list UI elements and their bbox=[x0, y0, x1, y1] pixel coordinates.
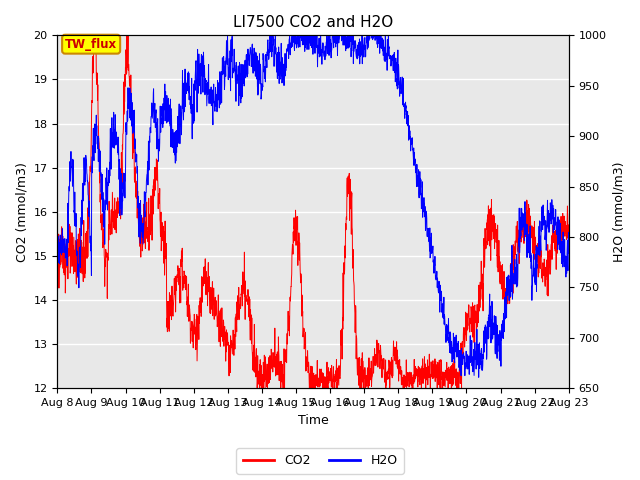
H2O bbox=[565, 250, 573, 256]
Line: H2O: H2O bbox=[58, 36, 569, 377]
H2O bbox=[456, 359, 464, 364]
CO2 bbox=[289, 251, 297, 257]
CO2 bbox=[303, 358, 310, 364]
X-axis label: Time: Time bbox=[298, 414, 328, 427]
H2O bbox=[550, 227, 558, 233]
H2O bbox=[550, 220, 558, 226]
Line: CO2: CO2 bbox=[58, 36, 569, 388]
Y-axis label: H2O (mmol/m3): H2O (mmol/m3) bbox=[612, 162, 625, 262]
H2O bbox=[289, 33, 296, 38]
CO2 bbox=[54, 267, 61, 273]
CO2 bbox=[565, 222, 573, 228]
H2O bbox=[223, 33, 231, 38]
H2O bbox=[79, 186, 87, 192]
CO2 bbox=[550, 235, 558, 241]
CO2 bbox=[550, 236, 558, 242]
Title: LI7500 CO2 and H2O: LI7500 CO2 and H2O bbox=[233, 15, 393, 30]
Legend: CO2, H2O: CO2, H2O bbox=[236, 448, 404, 474]
CO2 bbox=[79, 243, 87, 249]
CO2 bbox=[257, 385, 265, 391]
Y-axis label: CO2 (mmol/m3): CO2 (mmol/m3) bbox=[15, 162, 28, 262]
H2O bbox=[54, 262, 61, 268]
Text: TW_flux: TW_flux bbox=[65, 38, 117, 51]
H2O bbox=[475, 374, 483, 380]
CO2 bbox=[90, 33, 97, 38]
H2O bbox=[303, 33, 310, 38]
CO2 bbox=[457, 340, 465, 346]
